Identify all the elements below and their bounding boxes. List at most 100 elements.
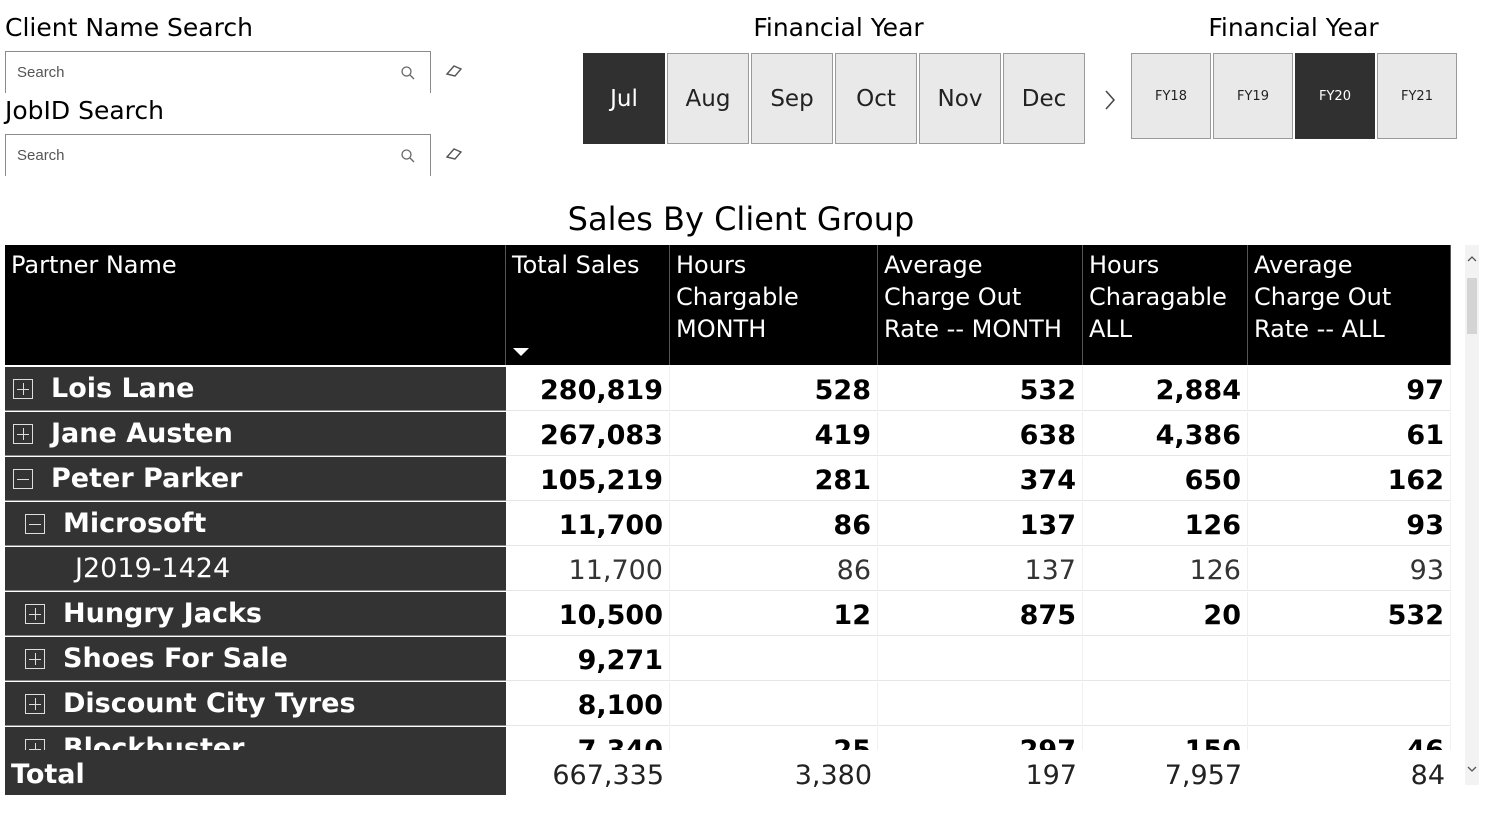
column-header-total-sales[interactable]: Total Sales (506, 245, 670, 365)
collapse-icon[interactable] (13, 469, 33, 489)
job-search-input[interactable] (12, 143, 402, 167)
fy-button-fy21[interactable]: FY21 (1377, 53, 1457, 139)
table-cell: 162 (1248, 457, 1451, 501)
row-name-cell: Hungry Jacks (5, 592, 506, 636)
search-icon[interactable] (400, 65, 416, 81)
month-button-jul[interactable]: Jul (583, 53, 665, 144)
row-name-cell: Lois Lane (5, 367, 506, 411)
client-search-label: Client Name Search (5, 13, 253, 42)
table-cell: 297 (878, 727, 1083, 750)
table-cell: 97 (1248, 367, 1451, 411)
total-cell: 197 (1025, 760, 1077, 791)
fy-slicer: FY18 FY19 FY20 FY21 (1131, 53, 1457, 139)
table-cell (1083, 637, 1248, 681)
table-cell: 11,700 (506, 502, 670, 546)
table-cell: 86 (670, 547, 878, 591)
table-cell: 419 (670, 412, 878, 456)
search-icon[interactable] (400, 148, 416, 164)
table-cell (670, 637, 878, 681)
expand-icon[interactable] (25, 604, 45, 624)
table-row[interactable]: Hungry Jacks 10,500 12 875 20 532 (5, 592, 1451, 637)
table-cell: 150 (1083, 727, 1248, 750)
row-name: J2019-1424 (75, 553, 231, 584)
column-header-hours-all[interactable]: Hours Charagable ALL (1083, 245, 1248, 365)
client-search-input[interactable] (12, 60, 402, 84)
column-header-partner-name[interactable]: Partner Name (5, 245, 506, 365)
table-cell: 638 (878, 412, 1083, 456)
table-row[interactable]: Jane Austen 267,083 419 638 4,386 61 (5, 412, 1451, 457)
row-name-cell: Discount City Tyres (5, 682, 506, 726)
fy-button-fy20[interactable]: FY20 (1295, 53, 1375, 139)
fy-button-fy19[interactable]: FY19 (1213, 53, 1293, 139)
row-name-cell: Peter Parker (5, 457, 506, 501)
month-button-dec[interactable]: Dec (1003, 53, 1085, 144)
table-cell: 2,884 (1083, 367, 1248, 411)
table-cell (670, 682, 878, 726)
collapse-icon[interactable] (25, 514, 45, 534)
table-row[interactable]: Discount City Tyres 8,100 (5, 682, 1451, 727)
month-button-aug[interactable]: Aug (667, 53, 749, 144)
expand-icon[interactable] (25, 694, 45, 714)
table-cell: 9,271 (506, 637, 670, 681)
month-button-nov[interactable]: Nov (919, 53, 1001, 144)
job-search-label: JobID Search (5, 96, 164, 125)
table-cell: 650 (1083, 457, 1248, 501)
column-header-label: Total Sales (512, 251, 640, 279)
chevron-right-icon[interactable] (1102, 88, 1118, 112)
row-name-cell: Blockbuster (5, 727, 506, 750)
row-name-cell: Microsoft (5, 502, 506, 546)
client-search-box[interactable] (5, 51, 431, 93)
table-row[interactable]: Peter Parker 105,219 281 374 650 162 (5, 457, 1451, 502)
row-name-cell: Jane Austen (5, 412, 506, 456)
month-button-oct[interactable]: Oct (835, 53, 917, 144)
job-search-box[interactable] (5, 134, 431, 176)
table-body: Lois Lane 280,819 528 532 2,884 97 Jane Austen… (0, 367, 1460, 750)
table-cell: 86 (670, 502, 878, 546)
table-row[interactable]: Shoes For Sale 9,271 (5, 637, 1451, 682)
table-cell: 875 (878, 592, 1083, 636)
row-name: Peter Parker (51, 463, 243, 494)
table-row[interactable]: Blockbuster 7,3402529715046 (5, 727, 1451, 750)
table-cell: 4,386 (1083, 412, 1248, 456)
table-cell (1083, 682, 1248, 726)
table-cell: 11,700 (506, 547, 670, 591)
row-name: Blockbuster (63, 733, 245, 750)
table-cell: 7,340 (506, 727, 670, 750)
expand-icon[interactable] (25, 649, 45, 669)
table-cell: 20 (1083, 592, 1248, 636)
total-cell: 3,380 (794, 760, 872, 791)
table-cell (878, 637, 1083, 681)
row-name: Jane Austen (51, 418, 233, 449)
scroll-up-icon[interactable] (1466, 254, 1478, 264)
expand-icon[interactable] (13, 424, 33, 444)
table-cell: 93 (1248, 502, 1451, 546)
table-cell: 280,819 (506, 367, 670, 411)
table-cell (1248, 637, 1451, 681)
table-cell: 8,100 (506, 682, 670, 726)
expand-icon[interactable] (25, 739, 45, 750)
table-cell: 528 (670, 367, 878, 411)
row-name-cell: J2019-1424 (5, 547, 506, 591)
row-name-cell: Shoes For Sale (5, 637, 506, 681)
table-row[interactable]: Lois Lane 280,819 528 532 2,884 97 (5, 367, 1451, 412)
column-header-rate-month[interactable]: Average Charge Out Rate -- MONTH (878, 245, 1083, 365)
fy-slicer-title: Financial Year (1208, 13, 1379, 42)
column-header-hours-month[interactable]: Hours Chargable MONTH (670, 245, 878, 365)
expand-icon[interactable] (13, 379, 33, 399)
total-label: Total (5, 750, 506, 795)
table-row[interactable]: J2019-1424 11,700 86 137 126 93 (5, 547, 1451, 592)
month-button-sep[interactable]: Sep (751, 53, 833, 144)
table-cell: 532 (1248, 592, 1451, 636)
scroll-down-icon[interactable] (1466, 764, 1478, 774)
month-slicer-title: Financial Year (753, 13, 924, 42)
eraser-icon[interactable] (444, 61, 464, 81)
eraser-icon[interactable] (444, 144, 464, 164)
fy-button-fy18[interactable]: FY18 (1131, 53, 1211, 139)
table-row[interactable]: Microsoft 11,700 86 137 126 93 (5, 502, 1451, 547)
vertical-scrollbar[interactable] (1465, 245, 1479, 785)
month-slicer: Jul Aug Sep Oct Nov Dec (583, 53, 1085, 144)
table-cell: 126 (1083, 547, 1248, 591)
column-header-rate-all[interactable]: Average Charge Out Rate -- ALL (1248, 245, 1451, 365)
total-cell: 7,957 (1164, 760, 1242, 791)
scrollbar-thumb[interactable] (1467, 278, 1477, 334)
